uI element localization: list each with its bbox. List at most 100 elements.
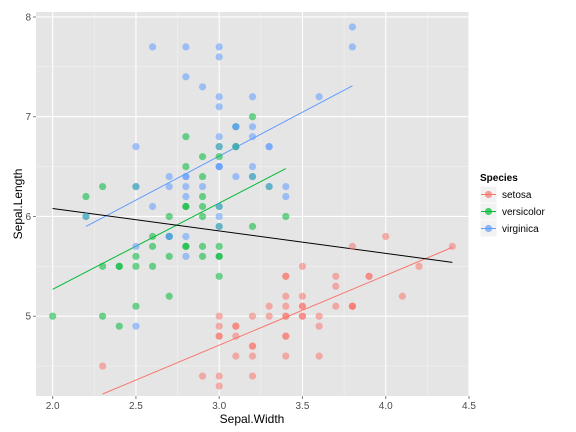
- point-versicolor: [148, 232, 157, 241]
- point-setosa: [332, 272, 340, 280]
- y-axis-ticks: 5 6 7 8: [25, 12, 36, 323]
- legend: Species setosa versicolor virginica: [479, 173, 545, 238]
- point-setosa: [315, 322, 323, 330]
- point-virginica: [132, 242, 140, 250]
- point-setosa: [298, 262, 307, 270]
- trend-line-versicolor: [52, 168, 287, 290]
- point-setosa: [298, 312, 307, 320]
- point-setosa: [265, 302, 273, 310]
- point-versicolor: [215, 272, 223, 280]
- data-points: [49, 23, 456, 390]
- point-virginica: [215, 43, 223, 51]
- point-virginica: [215, 202, 223, 211]
- point-virginica: [348, 43, 357, 51]
- x-tick-label: 4.5: [462, 401, 476, 412]
- point-virginica: [248, 93, 257, 101]
- point-versicolor: [215, 153, 223, 161]
- legend-key-point-versicolor: [484, 207, 493, 216]
- x-tick-label: 2.5: [129, 401, 143, 412]
- point-versicolor: [115, 322, 123, 330]
- point-setosa: [315, 352, 323, 360]
- x-axis-title: Sepal.Width: [220, 412, 285, 426]
- point-virginica: [215, 53, 223, 61]
- point-setosa: [348, 302, 357, 310]
- y-axis-title: Sepal.Length: [11, 169, 25, 240]
- point-virginica: [215, 93, 223, 101]
- point-virginica: [182, 73, 190, 81]
- point-versicolor: [99, 262, 107, 270]
- point-versicolor: [282, 212, 290, 221]
- plot-panel: [36, 12, 469, 396]
- point-setosa: [332, 302, 340, 310]
- point-versicolor: [115, 262, 123, 270]
- point-virginica: [348, 23, 357, 31]
- point-versicolor: [215, 252, 223, 260]
- point-virginica: [165, 182, 173, 191]
- point-versicolor: [165, 252, 173, 260]
- point-virginica: [182, 182, 190, 191]
- legend-key-point-setosa: [484, 190, 493, 199]
- x-tick-label: 3.5: [296, 401, 310, 412]
- point-virginica: [182, 172, 190, 181]
- point-versicolor: [198, 212, 207, 221]
- point-setosa: [215, 332, 223, 340]
- point-setosa: [382, 232, 390, 241]
- x-tick-label: 4.0: [379, 401, 393, 412]
- x-axis-ticks: 2.0 2.5 3.0 3.5 4.0 4.5: [46, 396, 476, 412]
- point-virginica: [315, 93, 323, 101]
- point-setosa: [298, 302, 307, 310]
- legend-key-point-virginica: [484, 224, 493, 233]
- point-virginica: [265, 182, 273, 191]
- point-versicolor: [182, 242, 190, 250]
- point-virginica: [165, 172, 173, 181]
- point-virginica: [182, 43, 190, 51]
- point-versicolor: [182, 202, 190, 211]
- point-versicolor: [198, 192, 207, 201]
- y-tick-label: 5: [25, 312, 31, 323]
- point-virginica: [198, 83, 207, 91]
- x-tick-label: 3.0: [212, 401, 226, 412]
- point-setosa: [215, 322, 223, 330]
- point-setosa: [265, 312, 273, 320]
- point-versicolor: [248, 113, 257, 121]
- point-setosa: [365, 272, 373, 280]
- point-versicolor: [49, 312, 57, 320]
- point-setosa: [248, 352, 257, 360]
- point-versicolor: [165, 212, 173, 221]
- point-versicolor: [132, 302, 140, 310]
- point-setosa: [215, 312, 223, 320]
- point-virginica: [182, 192, 190, 201]
- point-virginica: [148, 43, 157, 51]
- point-virginica: [148, 202, 157, 211]
- point-versicolor: [132, 252, 140, 260]
- legend-label-setosa: setosa: [502, 190, 532, 201]
- point-setosa: [315, 312, 323, 320]
- point-setosa: [232, 322, 240, 330]
- point-setosa: [215, 382, 223, 390]
- point-setosa: [398, 292, 406, 300]
- point-versicolor: [182, 162, 190, 171]
- point-setosa: [232, 332, 240, 340]
- point-virginica: [248, 123, 257, 131]
- point-virginica: [198, 182, 207, 191]
- point-setosa: [348, 242, 357, 250]
- legend-label-virginica: virginica: [502, 224, 539, 235]
- point-versicolor: [198, 172, 207, 181]
- point-virginica: [248, 162, 257, 171]
- point-setosa: [99, 362, 107, 370]
- point-virginica: [82, 212, 90, 221]
- point-setosa: [282, 352, 290, 360]
- point-versicolor: [215, 242, 223, 250]
- point-versicolor: [248, 222, 257, 231]
- trend-line-setosa: [102, 246, 453, 395]
- point-setosa: [282, 272, 290, 280]
- point-virginica: [182, 232, 190, 241]
- point-setosa: [282, 302, 290, 310]
- point-versicolor: [132, 262, 140, 270]
- point-virginica: [215, 212, 223, 221]
- point-versicolor: [165, 292, 173, 300]
- y-tick-label: 7: [25, 112, 31, 123]
- point-versicolor: [182, 133, 190, 141]
- point-virginica: [282, 192, 290, 201]
